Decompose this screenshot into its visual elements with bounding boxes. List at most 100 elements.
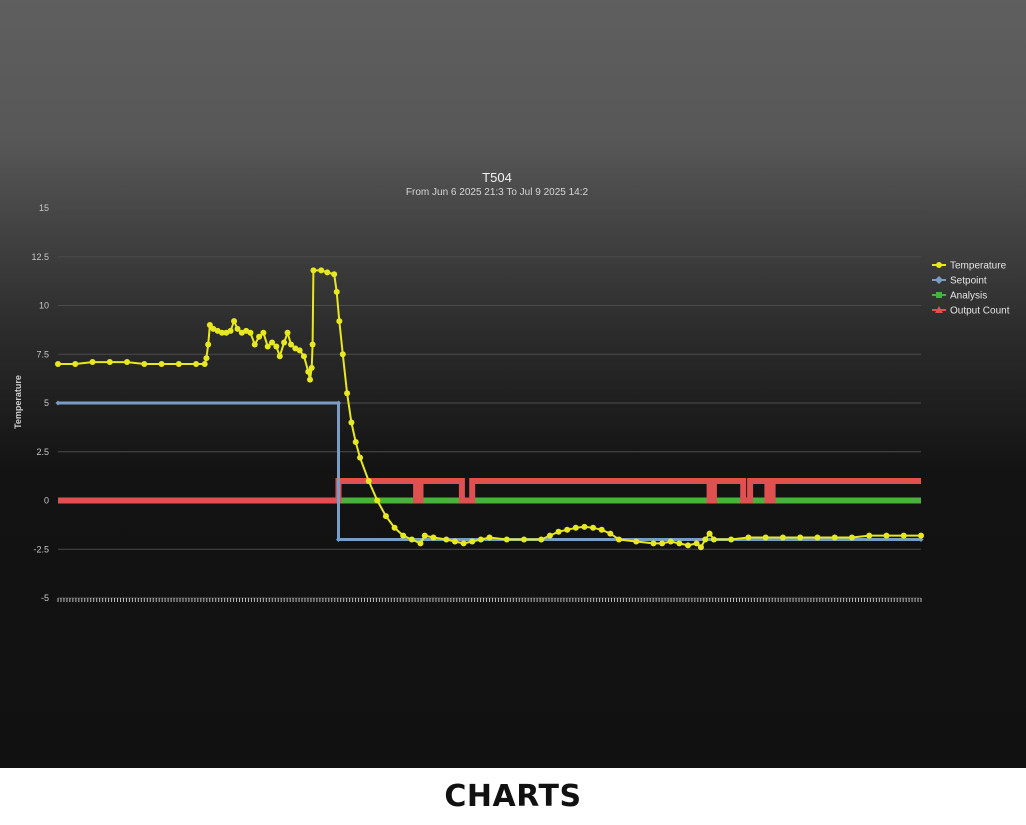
data-point — [260, 329, 267, 336]
data-point — [106, 359, 113, 366]
y-tick-label: 2.5 — [36, 447, 49, 457]
data-point — [745, 534, 752, 541]
data-point — [124, 359, 131, 366]
data-point — [324, 269, 331, 276]
data-point — [451, 538, 458, 545]
y-tick-label: -5 — [41, 593, 49, 603]
data-point — [469, 538, 476, 545]
data-point — [357, 454, 364, 461]
data-point — [797, 534, 804, 541]
legend-marker — [935, 276, 943, 284]
legend-item[interactable]: Temperature — [932, 261, 1007, 272]
data-point — [590, 524, 597, 531]
data-point — [650, 540, 657, 547]
data-point — [408, 536, 415, 543]
data-point — [382, 513, 389, 520]
data-point — [417, 540, 424, 547]
legend-label: Output Count — [950, 306, 1010, 317]
data-point — [55, 400, 61, 406]
data-point — [231, 318, 238, 325]
data-point — [333, 288, 340, 295]
data-point — [564, 526, 571, 533]
series-output-count — [58, 478, 921, 504]
data-point — [331, 271, 338, 278]
series-setpoint — [55, 400, 924, 542]
data-point — [546, 532, 553, 539]
data-point — [284, 329, 291, 336]
legend-marker — [936, 292, 942, 298]
data-point — [276, 353, 283, 360]
data-point — [477, 536, 484, 543]
data-point — [336, 318, 343, 325]
data-point — [352, 439, 359, 445]
data-point — [831, 534, 838, 541]
series-line — [58, 401, 921, 541]
data-point — [305, 368, 312, 375]
data-point — [706, 530, 713, 537]
plot-area — [55, 267, 924, 551]
legend: Temperature Setpoint Analysis Output Count — [932, 261, 1010, 317]
data-point — [205, 341, 212, 348]
data-point — [300, 353, 307, 360]
y-tick-label: 15 — [39, 203, 49, 213]
data-point — [344, 390, 351, 397]
series-temperature — [55, 267, 924, 551]
data-point — [309, 341, 316, 348]
data-point — [848, 534, 855, 541]
data-point — [281, 339, 288, 346]
data-point — [256, 333, 263, 340]
series-line — [58, 478, 921, 504]
data-point — [318, 267, 325, 274]
data-point — [273, 343, 280, 350]
data-point — [659, 540, 666, 547]
chart-title: T504 — [482, 170, 512, 185]
data-point — [227, 327, 234, 334]
data-point — [234, 325, 241, 332]
data-point — [55, 361, 61, 367]
y-tick-label: -2.5 — [33, 544, 49, 554]
data-point — [141, 361, 148, 367]
data-point — [72, 361, 79, 367]
data-point — [702, 536, 709, 543]
y-tick-label: 7.5 — [36, 349, 49, 359]
data-point — [269, 339, 276, 346]
y-tick-label: 10 — [39, 301, 49, 311]
data-point — [486, 534, 493, 541]
data-point — [443, 536, 450, 543]
chart: T504 From Jun 6 2025 21:3 To Jul 9 2025 … — [13, 170, 1010, 603]
data-point — [421, 532, 428, 539]
legend-item[interactable]: Analysis — [932, 291, 987, 302]
data-point — [218, 329, 225, 336]
data-point — [201, 361, 208, 367]
data-point — [374, 497, 381, 504]
legend-marker — [936, 262, 942, 268]
data-point — [365, 478, 372, 484]
y-tick-label: 0 — [44, 496, 49, 506]
data-point — [918, 532, 924, 539]
legend-item[interactable]: Output Count — [932, 306, 1010, 317]
y-tick-label: 12.5 — [31, 252, 49, 262]
data-point — [158, 361, 165, 367]
caption: CHARTS — [0, 768, 1026, 825]
data-point — [581, 523, 588, 530]
data-point — [503, 536, 510, 543]
data-point — [710, 536, 717, 543]
data-point — [538, 536, 545, 543]
data-point — [460, 540, 467, 547]
y-axis-ticks: 15 12.5 10 7.5 5 2.5 0 -2.5 -5 — [31, 203, 49, 603]
legend-label: Setpoint — [950, 276, 987, 287]
data-point — [883, 532, 890, 539]
data-point — [684, 542, 691, 549]
legend-item[interactable]: Setpoint — [932, 276, 987, 287]
data-point — [193, 361, 200, 367]
data-point — [814, 534, 821, 541]
data-point — [288, 341, 295, 348]
data-point — [633, 538, 640, 545]
data-point — [306, 376, 313, 383]
data-point — [335, 537, 341, 542]
data-point — [203, 355, 210, 362]
data-point — [175, 361, 182, 367]
data-point — [247, 329, 254, 336]
legend-label: Analysis — [950, 291, 987, 302]
data-point — [296, 347, 303, 354]
